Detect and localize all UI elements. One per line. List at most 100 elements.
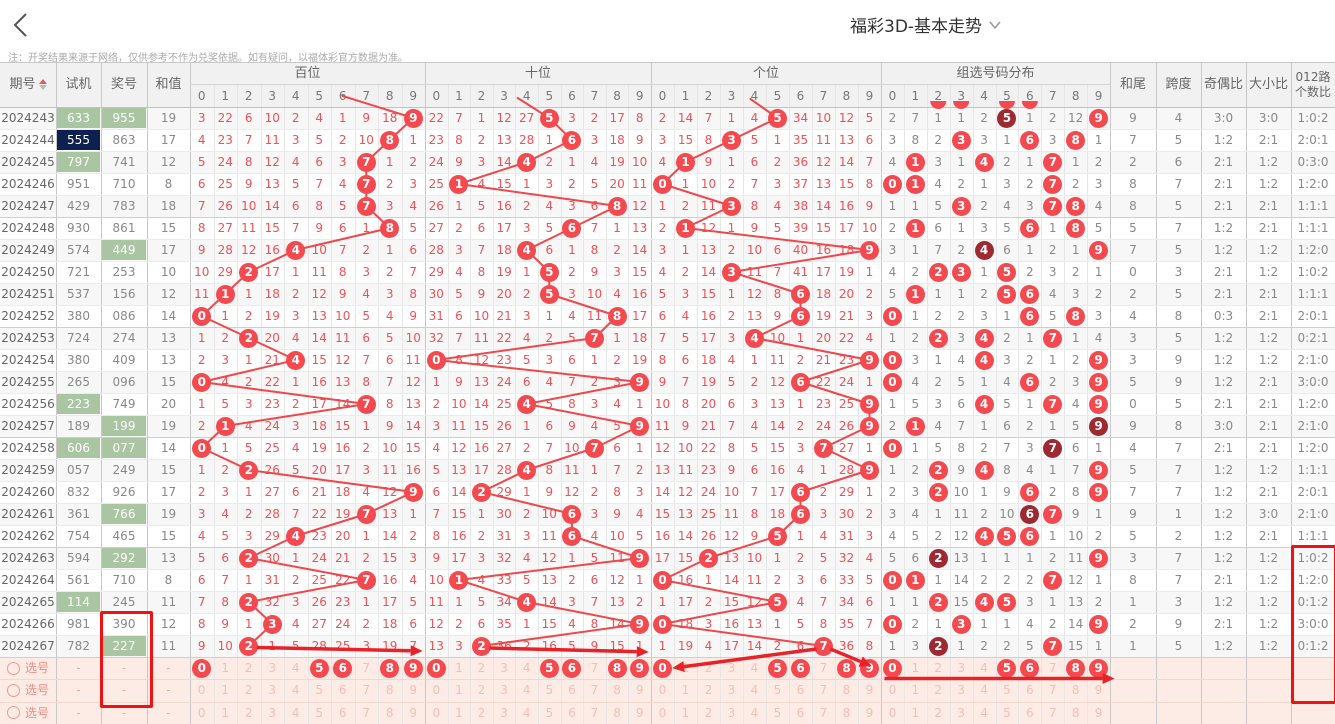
pick-number-cell[interactable]: 2: [704, 705, 713, 720]
pick-number-cell[interactable]: 8: [613, 683, 621, 698]
pick-number-cell[interactable]: 3: [268, 661, 277, 676]
pick-number-cell[interactable]: 2: [934, 705, 943, 720]
pick-number-cell[interactable]: 9: [635, 705, 644, 720]
pick-number-cell[interactable]: 4: [750, 683, 759, 698]
pick-number-cell[interactable]: 1: [455, 683, 463, 698]
pick-number-cell[interactable]: 8: [613, 705, 621, 720]
pick-number-cell[interactable]: 8: [842, 683, 851, 698]
pick-number-cell[interactable]: 7: [819, 661, 828, 676]
pick-number-cell[interactable]: 5: [773, 683, 782, 698]
pick-number-cell[interactable]: 6: [1026, 705, 1034, 720]
pick-number-cell[interactable]: 0: [658, 705, 667, 720]
pick-number-cell[interactable]: 3: [268, 683, 277, 698]
pick-number-cell[interactable]: 6: [568, 705, 576, 720]
pick-row-label[interactable]: 选号: [0, 679, 63, 701]
pick-number-cell[interactable]: 7: [1048, 705, 1057, 720]
pick-number-cell[interactable]: 8: [1071, 683, 1080, 698]
pick-radio[interactable]: [7, 661, 20, 675]
pick-number-cell[interactable]: 4: [750, 705, 759, 720]
pick-row-label[interactable]: 选号: [0, 702, 63, 724]
pick-number-cell[interactable]: 3: [500, 661, 508, 676]
pick-number-cell[interactable]: 9: [865, 705, 874, 720]
pick-number-cell[interactable]: 7: [1048, 661, 1057, 676]
pick-number-cell[interactable]: 2: [244, 683, 253, 698]
pick-number-cell[interactable]: 2: [244, 661, 253, 676]
pick-number-cell[interactable]: 1: [221, 683, 230, 698]
pick-number-cell[interactable]: 0: [432, 705, 441, 720]
pick-number-cell[interactable]: 4: [291, 661, 300, 676]
pick-number-cell[interactable]: 9: [1094, 683, 1103, 698]
pick-number-cell[interactable]: 1: [911, 683, 920, 698]
column-header-issue[interactable]: 期号: [0, 62, 56, 107]
pick-number-cell[interactable]: 3: [727, 705, 736, 720]
pick-number-cell[interactable]: 4: [980, 683, 988, 698]
pick-number-cell[interactable]: 0: [432, 683, 441, 698]
pick-row-label[interactable]: 选号: [0, 657, 63, 679]
pick-number-cell[interactable]: 9: [865, 683, 874, 698]
pick-number-cell[interactable]: 6: [1026, 683, 1034, 698]
pick-number-cell[interactable]: 4: [980, 705, 988, 720]
pick-number-cell[interactable]: 7: [362, 683, 371, 698]
pick-number-cell[interactable]: 4: [522, 683, 531, 698]
pick-number-cell[interactable]: 4: [291, 705, 300, 720]
pick-number-cell[interactable]: 4: [750, 661, 759, 676]
pick-number-cell[interactable]: 5: [773, 705, 782, 720]
pick-number-cell[interactable]: 2: [477, 661, 486, 676]
pick-number-cell[interactable]: 0: [197, 683, 206, 698]
pick-number-cell[interactable]: 3: [268, 705, 277, 720]
pick-number-cell[interactable]: 1: [681, 661, 690, 676]
pick-number-cell[interactable]: 6: [796, 683, 805, 698]
pick-number-cell[interactable]: 3: [500, 705, 508, 720]
pick-number-cell[interactable]: 2: [934, 683, 943, 698]
pick-number-cell[interactable]: 7: [1048, 683, 1057, 698]
pick-number-cell[interactable]: 7: [590, 705, 599, 720]
pick-number-cell[interactable]: 6: [338, 705, 347, 720]
pick-number-cell[interactable]: 4: [522, 661, 531, 676]
pick-number-cell[interactable]: 6: [796, 705, 805, 720]
pick-number-cell[interactable]: 8: [385, 683, 394, 698]
pick-radio[interactable]: [7, 683, 20, 697]
pick-number-cell[interactable]: 3: [727, 683, 736, 698]
pick-number-cell[interactable]: 1: [221, 661, 230, 676]
pick-number-cell[interactable]: 2: [934, 661, 943, 676]
pick-number-cell[interactable]: 1: [681, 705, 690, 720]
pick-number-cell[interactable]: 3: [727, 661, 736, 676]
pick-number-cell[interactable]: 2: [477, 705, 486, 720]
pick-number-cell[interactable]: 3: [957, 683, 965, 698]
pick-number-cell[interactable]: 0: [658, 683, 667, 698]
pick-number-cell[interactable]: 7: [590, 683, 599, 698]
pick-number-cell[interactable]: 9: [409, 705, 418, 720]
pick-number-cell[interactable]: 7: [362, 661, 371, 676]
pick-number-cell[interactable]: 7: [819, 705, 828, 720]
pick-number-cell[interactable]: 4: [291, 683, 300, 698]
pick-number-cell[interactable]: 2: [704, 661, 713, 676]
pick-number-cell[interactable]: 7: [819, 683, 828, 698]
pick-number-cell[interactable]: 9: [409, 683, 418, 698]
pick-number-cell[interactable]: 0: [197, 705, 206, 720]
pick-number-cell[interactable]: 9: [635, 683, 644, 698]
pick-number-cell[interactable]: 5: [545, 683, 554, 698]
pick-number-cell[interactable]: 7: [362, 705, 371, 720]
pick-number-cell[interactable]: 5: [1003, 705, 1011, 720]
pick-number-cell[interactable]: 8: [385, 705, 394, 720]
pick-number-cell[interactable]: 2: [704, 683, 713, 698]
pick-radio[interactable]: [7, 706, 20, 720]
pick-number-cell[interactable]: 8: [842, 705, 851, 720]
pick-number-cell[interactable]: 3: [957, 705, 965, 720]
pick-number-cell[interactable]: 9: [1094, 705, 1103, 720]
pick-number-cell[interactable]: 8: [1071, 705, 1080, 720]
pick-number-cell[interactable]: 0: [888, 705, 897, 720]
pick-number-cell[interactable]: 1: [455, 661, 463, 676]
pick-number-cell[interactable]: 5: [545, 705, 554, 720]
pick-number-cell[interactable]: 1: [681, 683, 690, 698]
pick-number-cell[interactable]: 6: [568, 683, 576, 698]
pick-number-cell[interactable]: 6: [338, 683, 347, 698]
pick-number-cell[interactable]: 5: [315, 683, 324, 698]
pick-number-cell[interactable]: 5: [1003, 683, 1011, 698]
pick-number-cell[interactable]: 3: [500, 683, 508, 698]
pick-number-cell[interactable]: 1: [911, 705, 920, 720]
pick-number-cell[interactable]: 7: [590, 661, 599, 676]
pick-number-cell[interactable]: 1: [911, 661, 920, 676]
pick-number-cell[interactable]: 2: [477, 683, 486, 698]
pick-number-cell[interactable]: 4: [522, 705, 531, 720]
